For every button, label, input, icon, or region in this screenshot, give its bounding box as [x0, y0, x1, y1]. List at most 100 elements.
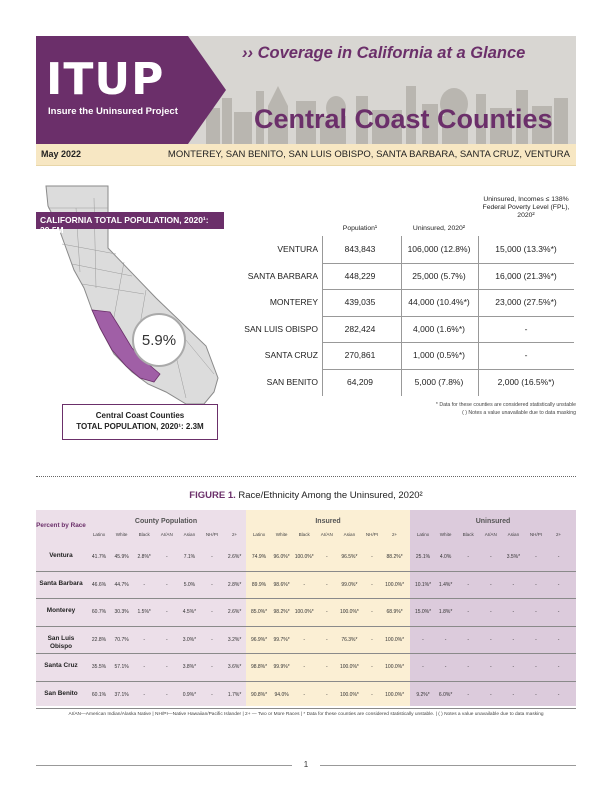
race-cell: - [489, 609, 492, 615]
column-subheader: Asian [343, 532, 356, 537]
race-cell: 25.1% [415, 554, 431, 560]
race-cell: - [489, 691, 492, 698]
col-header-fpl: Uninsured, Incomes ≤ 138% Federal Povert… [482, 196, 570, 219]
race-cell: 98.6%* [273, 581, 290, 588]
row-divider [36, 680, 576, 682]
race-cell: - [165, 664, 168, 670]
race-cell: - [512, 581, 515, 588]
race-cell: 88.2%* [386, 554, 403, 560]
itup-logo[interactable] [36, 36, 188, 144]
race-cell: - [489, 554, 492, 560]
county-name: VENTURA [277, 244, 318, 254]
figure-title: FIGURE 1. Race/Ethnicity Among the Unins… [0, 490, 612, 501]
row-divider [36, 570, 576, 572]
column-subheader: NH/PI [205, 532, 219, 537]
race-cell: - [325, 691, 328, 698]
race-cell: 99.7%* [273, 636, 290, 643]
race-cell: - [371, 609, 373, 615]
race-cell: - [303, 664, 306, 670]
population-cell: 439,035 [344, 297, 376, 307]
fpl-cell: 15,000 (13.3%*) [495, 244, 557, 254]
group-header-ins: Insured [315, 518, 341, 525]
footer-rule-right [320, 765, 576, 766]
race-cell: - [557, 691, 560, 698]
race-cell: - [211, 609, 213, 615]
race-cell: 100.0%* [339, 609, 359, 615]
race-cell: 3.6%* [227, 664, 242, 670]
row-divider [36, 625, 576, 627]
race-cell: 96.9%* [250, 636, 268, 643]
subheader-bar: May 2022 MONTEREY, SAN BENITO, SAN LUIS … [36, 144, 576, 166]
tagline: ›› Coverage in California at a Glance [242, 44, 526, 62]
column-subheader: Asian [507, 532, 520, 537]
uninsured-cell: 4,000 (1.6%*) [413, 323, 465, 334]
race-cell: - [422, 636, 424, 643]
race-cell: - [535, 581, 537, 588]
race-cell: 60.7% [91, 609, 107, 615]
race-row-label: Ventura [49, 552, 73, 559]
race-table-note: AI/AN—American Indian/Alaska Native | NH… [68, 712, 544, 717]
group-header-unins: Uninsured [475, 518, 511, 525]
header-banner: ITUP Insure the Uninsured Project ›› Cov… [36, 36, 576, 144]
race-cell: 2.6%* [227, 554, 242, 560]
race-cell: - [535, 609, 537, 615]
race-cell: - [489, 581, 492, 588]
race-cell: - [371, 664, 373, 670]
race-cell: - [211, 636, 213, 643]
column-subheader: AI/AN [160, 532, 173, 537]
race-cell: 44.7% [114, 581, 129, 588]
race-cell: - [467, 664, 470, 670]
footer-rule-left [36, 765, 292, 766]
race-cell: - [557, 609, 560, 615]
race-cell: - [143, 664, 146, 670]
row-header: Percent by Race [36, 522, 86, 529]
race-cell: 96.5%* [341, 554, 358, 560]
race-cell: 60.1% [91, 691, 107, 698]
race-cell: 30.3% [114, 609, 129, 615]
county-name: SANTA BARBARA [247, 270, 318, 281]
column-subheader: Black [298, 532, 310, 537]
race-cell: 1.8%* [438, 609, 453, 615]
race-cell: - [557, 636, 560, 643]
logo-text: ITUP [46, 54, 165, 105]
summary-note-2: ( ) Notes a value unavailable due to dat… [462, 410, 576, 416]
race-cell: - [211, 664, 213, 670]
race-cell: 100.0%* [385, 636, 405, 643]
race-cell: - [535, 636, 537, 643]
col-header-uninsured: Uninsured, 2020² [412, 225, 466, 232]
row-divider [36, 653, 576, 654]
race-cell: - [325, 581, 328, 588]
race-cell: 2.8%* [227, 581, 242, 588]
row-divider [36, 708, 576, 709]
row-label-band [36, 510, 86, 706]
race-cell: - [557, 581, 560, 588]
fpl-cell: - [524, 323, 528, 334]
fpl-cell: 2,000 (16.5%*) [497, 376, 555, 387]
race-cell: - [489, 636, 492, 643]
race-cell: 41.7% [91, 554, 107, 560]
race-cell: 15.0%* [414, 609, 432, 615]
skyline-illustration [206, 86, 568, 144]
race-cell: 57.1% [114, 664, 129, 670]
race-cell: 99.0%* [341, 581, 358, 588]
race-cell: 89.9% [251, 581, 267, 588]
uninsured-cell: 25,000 (5.7%) [412, 270, 466, 281]
race-cell: 3.8%* [182, 664, 197, 670]
race-cell: 100.0%* [385, 691, 405, 698]
race-cell: 68.9%* [386, 609, 403, 615]
race-cell: - [211, 691, 213, 698]
race-cell: - [303, 691, 306, 698]
column-subheader: Black [462, 532, 474, 537]
race-cell: - [165, 691, 168, 698]
population-cell: 282,424 [344, 323, 376, 334]
race-cell: 1.5%* [137, 609, 151, 615]
race-cell: 76.3%* [341, 636, 358, 643]
race-cell: - [325, 554, 328, 560]
column-subheader: 2+ [555, 532, 562, 537]
column-subheader: 2+ [391, 532, 398, 537]
race-cell: - [535, 554, 537, 560]
race-cell: 100.0%* [339, 664, 359, 670]
uninsured-cell: 1,000 (0.5%*) [413, 350, 465, 360]
fpl-cell: - [524, 350, 528, 360]
table-hrule [322, 368, 574, 370]
